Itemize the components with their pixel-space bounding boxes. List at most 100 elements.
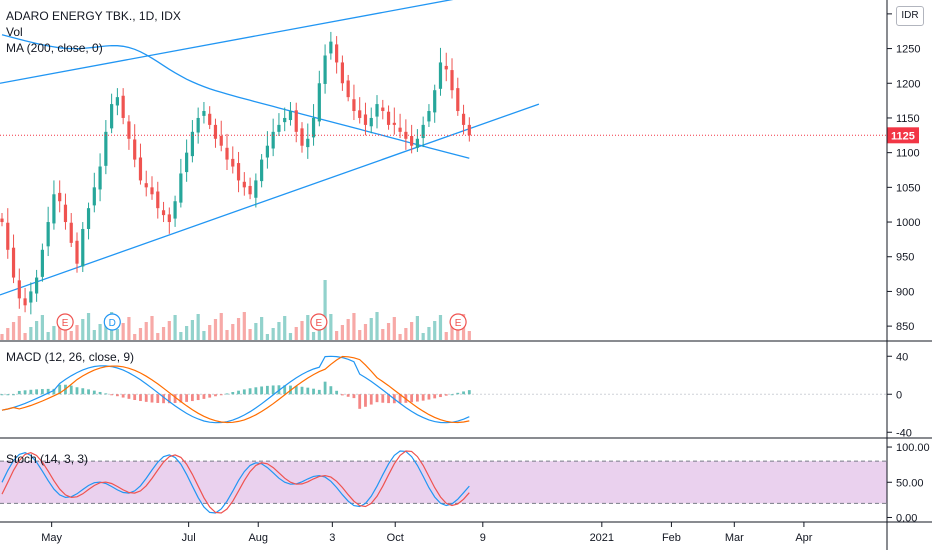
trendlines[interactable] (0, 0, 540, 296)
macd-histogram-bar (190, 394, 194, 402)
candle-body (40, 249, 44, 277)
macd-histogram-bar (115, 394, 119, 397)
volume-bar (69, 331, 73, 340)
macd-histogram-bar (92, 390, 96, 395)
candle-body (213, 124, 218, 139)
volume-bar (29, 327, 33, 340)
volume-bar (415, 316, 419, 340)
y-tick-label: 1250 (896, 44, 920, 56)
macd-label[interactable]: MACD (12, 26, close, 9) (6, 350, 135, 364)
volume-bar (127, 317, 131, 340)
volume-bar (23, 333, 27, 340)
upper-trendline[interactable] (0, 0, 487, 84)
legend-macd: MACD (12, 26, close, 9) (6, 349, 134, 365)
volume-bar (369, 318, 373, 340)
earnings-marker[interactable] (56, 313, 74, 331)
macd-histogram-bar (29, 389, 33, 395)
macd-histogram-bar (242, 389, 246, 395)
candle-body (81, 228, 85, 267)
macd-histogram-bar (421, 394, 425, 401)
volume-bar (115, 329, 119, 340)
signal-line (1, 355, 470, 424)
x-tick-label: 2021 (590, 532, 614, 544)
macd-histogram-bar (260, 386, 264, 395)
stoch-tick-label: 50.00 (896, 477, 924, 489)
candle-body (236, 163, 241, 181)
macd-histogram-bar (410, 394, 414, 403)
earnings-marker[interactable] (449, 313, 467, 331)
volume-bar (190, 320, 194, 340)
y-tick-label: 850 (896, 321, 914, 333)
candle-body (202, 111, 206, 116)
macd-histogram-bar (462, 391, 465, 395)
stoch-tick-label: 0.00 (896, 512, 917, 524)
currency-button[interactable]: IDR (896, 6, 924, 26)
ma-label[interactable]: MA (200, close, 0) (6, 41, 103, 55)
candle-body (438, 62, 443, 89)
candle-body (52, 194, 56, 224)
candle-body (17, 280, 21, 299)
macd-histogram-bar (283, 385, 287, 395)
dividend-marker[interactable] (103, 313, 121, 331)
earnings-marker-label: E (316, 318, 323, 329)
vol-label[interactable]: Vol (6, 25, 23, 39)
stoch-label[interactable]: Stoch (14, 3, 3) (6, 452, 89, 466)
candle-body (185, 152, 189, 173)
macd-histogram-bar (6, 394, 10, 396)
volume-bar (277, 322, 281, 340)
macd-histogram-bar (121, 394, 125, 398)
legend-main: ADARO ENERGY TBK., 1D, IDX Vol MA (200, … (6, 8, 181, 56)
candle-body (190, 131, 194, 157)
macd-histogram-bar (150, 394, 154, 403)
candle-body (300, 128, 304, 146)
legend-stoch: Stoch (14, 3, 3) (6, 451, 88, 467)
macd-histogram-bar (69, 385, 73, 395)
macd-histogram-bar (375, 394, 379, 403)
ma-200-line (1, 34, 470, 159)
candle-body (433, 90, 437, 113)
volume-bar (283, 316, 287, 340)
volume-bar (346, 319, 350, 340)
volume-bar (58, 320, 62, 340)
volume-bar (150, 316, 154, 340)
volume-bar (358, 330, 362, 340)
macd-histogram-bar (433, 394, 437, 399)
candle-body (248, 185, 252, 195)
volume-bar (306, 315, 310, 340)
candle-body (450, 70, 454, 91)
candle-body (150, 187, 154, 195)
candle-body (381, 107, 385, 112)
volume-bar (386, 323, 391, 340)
candle-body (467, 124, 471, 136)
macd-histogram-bar (196, 394, 200, 401)
candle-body (127, 121, 131, 139)
candle-body (410, 136, 414, 146)
symbol-title[interactable]: ADARO ENERGY TBK., 1D, IDX (6, 9, 181, 23)
last-price-line: 1125 (0, 127, 919, 144)
macd-histogram-bar (231, 392, 235, 395)
x-tick-label: Oct (387, 532, 404, 544)
volume-bar (35, 321, 39, 340)
volume-bar (404, 328, 408, 340)
candle-body (63, 204, 68, 223)
macd-histogram-bar (450, 394, 454, 396)
candle-body (346, 80, 350, 98)
candle-body (335, 44, 339, 63)
earnings-marker[interactable] (310, 313, 328, 331)
macd-histogram-bar (265, 385, 269, 395)
volume-bar (288, 333, 293, 340)
lower-trendline[interactable] (0, 103, 540, 296)
volume-bar (265, 334, 269, 340)
volume-bar (104, 318, 108, 340)
candle-body (369, 117, 373, 127)
x-tick-label: 9 (480, 532, 486, 544)
candle-body (69, 222, 73, 243)
volume-bar (46, 332, 50, 340)
candle-body (311, 117, 316, 138)
candle-body (225, 147, 229, 160)
candle-body (115, 97, 119, 106)
volume-bar (375, 312, 379, 340)
macd-histogram-bar (329, 386, 333, 395)
